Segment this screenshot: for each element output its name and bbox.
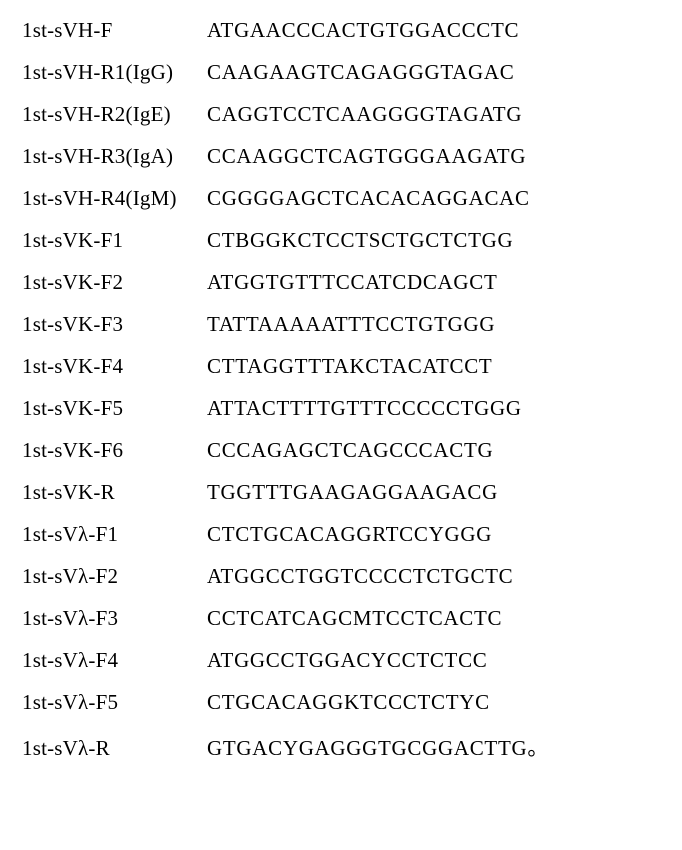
table-row: 1st-sVλ-F3CCTCATCAGCMTCCTCACTC: [22, 606, 660, 631]
primer-sequence: CGGGGAGCTCACACAGGACAC: [207, 186, 530, 211]
primer-sequence: ATGGCCTGGACYCCTCTCC: [207, 648, 488, 673]
primer-sequence: CCCAGAGCTCAGCCCACTG: [207, 438, 493, 463]
table-row: 1st-sVK-F4CTTAGGTTTAKCTACATCCT: [22, 354, 660, 379]
primer-name: 1st-sVK-F4: [22, 354, 207, 379]
primer-sequence: ATGGTGTTTCCATCDCAGCT: [207, 270, 498, 295]
primer-name: 1st-sVH-R3(IgA): [22, 144, 207, 169]
primer-name: 1st-sVK-F3: [22, 312, 207, 337]
primer-name: 1st-sVK-F6: [22, 438, 207, 463]
primer-sequence: ATTACTTTTGTTTCCCCCTGGG: [207, 396, 522, 421]
primer-name: 1st-sVλ-R: [22, 736, 207, 761]
primer-sequence: CAGGTCCTCAAGGGGTAGATG: [207, 102, 522, 127]
table-row: 1st-sVλ-F5CTGCACAGGKTCCCTCTYC: [22, 690, 660, 715]
primer-name: 1st-sVH-R1(IgG): [22, 60, 207, 85]
primer-sequence: CTTAGGTTTAKCTACATCCT: [207, 354, 492, 379]
primer-sequence: CCTCATCAGCMTCCTCACTC: [207, 606, 502, 631]
primer-name: 1st-sVH-R2(IgE): [22, 102, 207, 127]
table-row: 1st-sVλ-F4ATGGCCTGGACYCCTCTCC: [22, 648, 660, 673]
table-row: 1st-sVK-RTGGTTTGAAGAGGAAGACG: [22, 480, 660, 505]
primer-name: 1st-sVH-F: [22, 18, 207, 43]
table-row: 1st-sVK-F5ATTACTTTTGTTTCCCCCTGGG: [22, 396, 660, 421]
table-row: 1st-sVλ-F2ATGGCCTGGTCCCCTCTGCTC: [22, 564, 660, 589]
table-row: 1st-sVK-F3TATTAAAAATTTCCTGTGGG: [22, 312, 660, 337]
primer-sequence: TGGTTTGAAGAGGAAGACG: [207, 480, 498, 505]
primer-name: 1st-sVK-R: [22, 480, 207, 505]
table-row: 1st-sVλ-RGTGACYGAGGGTGCGGACTTG。: [22, 732, 660, 762]
primer-name: 1st-sVK-F2: [22, 270, 207, 295]
table-row: 1st-sVK-F2ATGGTGTTTCCATCDCAGCT: [22, 270, 660, 295]
table-row: 1st-sVλ-F1CTCTGCACAGGRTCCYGGG: [22, 522, 660, 547]
primer-name: 1st-sVK-F1: [22, 228, 207, 253]
primer-sequence: CAAGAAGTCAGAGGGTAGAC: [207, 60, 514, 85]
primer-sequence: CCAAGGCTCAGTGGGAAGATG: [207, 144, 526, 169]
primer-name: 1st-sVλ-F3: [22, 606, 207, 631]
primer-name: 1st-sVλ-F4: [22, 648, 207, 673]
primer-name: 1st-sVK-F5: [22, 396, 207, 421]
primer-sequence: CTCTGCACAGGRTCCYGGG: [207, 522, 492, 547]
primer-sequence: GTGACYGAGGGTGCGGACTTG。: [207, 732, 549, 762]
table-row: 1st-sVH-FATGAACCCACTGTGGACCCTC: [22, 18, 660, 43]
table-row: 1st-sVH-R3(IgA)CCAAGGCTCAGTGGGAAGATG: [22, 144, 660, 169]
primer-name: 1st-sVH-R4(IgM): [22, 186, 207, 211]
primer-sequence: CTGCACAGGKTCCCTCTYC: [207, 690, 490, 715]
primer-table: 1st-sVH-FATGAACCCACTGTGGACCCTC1st-sVH-R1…: [22, 18, 660, 762]
primer-name: 1st-sVλ-F2: [22, 564, 207, 589]
table-row: 1st-sVK-F6CCCAGAGCTCAGCCCACTG: [22, 438, 660, 463]
primer-sequence: ATGGCCTGGTCCCCTCTGCTC: [207, 564, 513, 589]
table-row: 1st-sVH-R1(IgG)CAAGAAGTCAGAGGGTAGAC: [22, 60, 660, 85]
primer-name: 1st-sVλ-F5: [22, 690, 207, 715]
primer-name: 1st-sVλ-F1: [22, 522, 207, 547]
table-row: 1st-sVK-F1CTBGGKCTCCTSCTGCTCTGG: [22, 228, 660, 253]
primer-sequence: TATTAAAAATTTCCTGTGGG: [207, 312, 495, 337]
table-row: 1st-sVH-R2(IgE)CAGGTCCTCAAGGGGTAGATG: [22, 102, 660, 127]
primer-sequence: CTBGGKCTCCTSCTGCTCTGG: [207, 228, 513, 253]
table-row: 1st-sVH-R4(IgM)CGGGGAGCTCACACAGGACAC: [22, 186, 660, 211]
primer-sequence: ATGAACCCACTGTGGACCCTC: [207, 18, 519, 43]
